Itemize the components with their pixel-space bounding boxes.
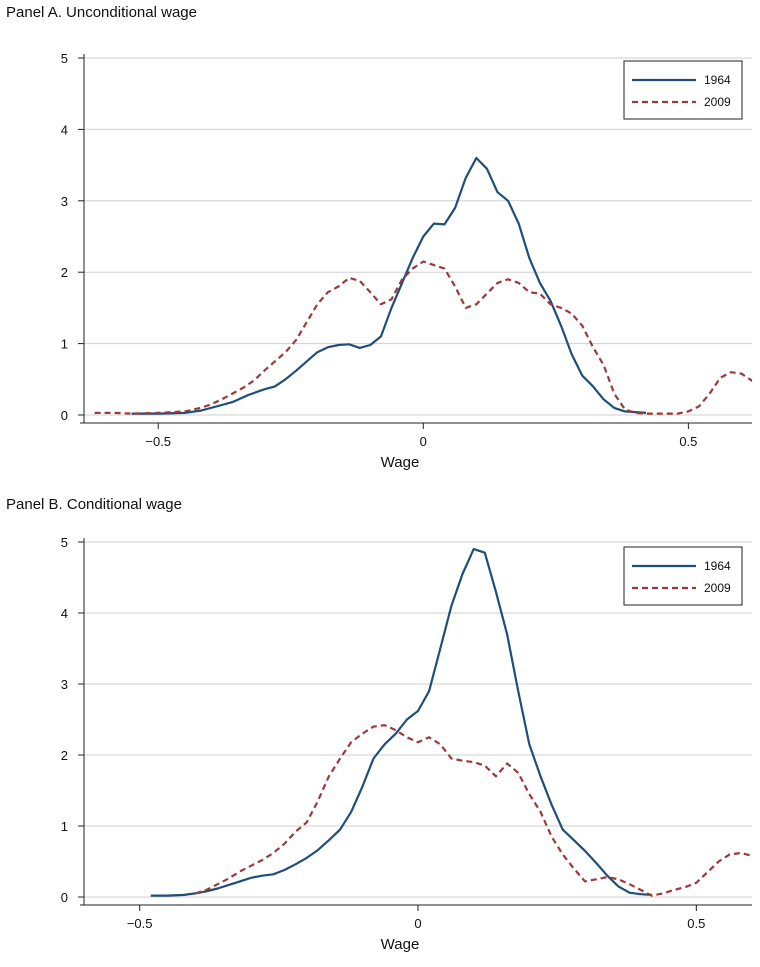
series-line-2009 xyxy=(194,724,752,897)
legend xyxy=(623,60,743,120)
y-tick-label: 5 xyxy=(61,51,68,66)
legend-label-1964: 1964 xyxy=(704,73,731,87)
series-line-1964 xyxy=(150,548,652,897)
x-tick-label: 0 xyxy=(420,434,427,449)
legend-label-1964: 1964 xyxy=(704,559,731,573)
chart-title: Panel A. Unconditional wage xyxy=(6,4,197,21)
y-tick-label: 2 xyxy=(61,748,68,763)
x-tick-label: −0.5 xyxy=(145,434,171,449)
y-tick-label: 1 xyxy=(61,337,68,352)
x-tick-label: −0.5 xyxy=(127,916,153,931)
y-tick-label: 5 xyxy=(61,535,68,550)
series-line-2009 xyxy=(94,260,752,415)
x-axis-label: Wage xyxy=(381,454,420,471)
series-line-1964 xyxy=(131,156,647,415)
x-tick-label: 0.5 xyxy=(679,434,697,449)
chart-b: 0 1 2 3 4 5 −0.5 0 0.5 Wage 1964 2009 xyxy=(61,535,752,953)
legend-label-2009: 2009 xyxy=(704,95,731,109)
panel-a: Panel A. Unconditional wage 0 1 2 3 4 5 −0.5 0 0… xyxy=(6,4,752,471)
y-tick-label: 4 xyxy=(61,606,68,621)
x-tick-label: 0 xyxy=(414,916,421,931)
y-tick-label: 3 xyxy=(61,677,68,692)
y-tick-label: 0 xyxy=(61,408,68,423)
y-tick-label: 0 xyxy=(61,890,68,905)
chart-a: 0 1 2 3 4 5 −0.5 0 0.5 Wage 1964 2009 xyxy=(61,51,752,471)
y-tick-label: 1 xyxy=(61,819,68,834)
x-axis-label: Wage xyxy=(381,936,420,953)
panel-b: Panel B. Conditional wage 0 1 2 3 4 5 −0.5 0 0.5… xyxy=(0,492,760,967)
y-tick-label: 2 xyxy=(61,265,68,280)
y-tick-label: 3 xyxy=(61,194,68,209)
legend-label-2009: 2009 xyxy=(704,581,731,595)
legend xyxy=(623,546,743,606)
y-tick-label: 4 xyxy=(61,122,68,137)
x-tick-label: 0.5 xyxy=(687,916,705,931)
chart-title: Panel B. Conditional wage xyxy=(6,496,182,513)
